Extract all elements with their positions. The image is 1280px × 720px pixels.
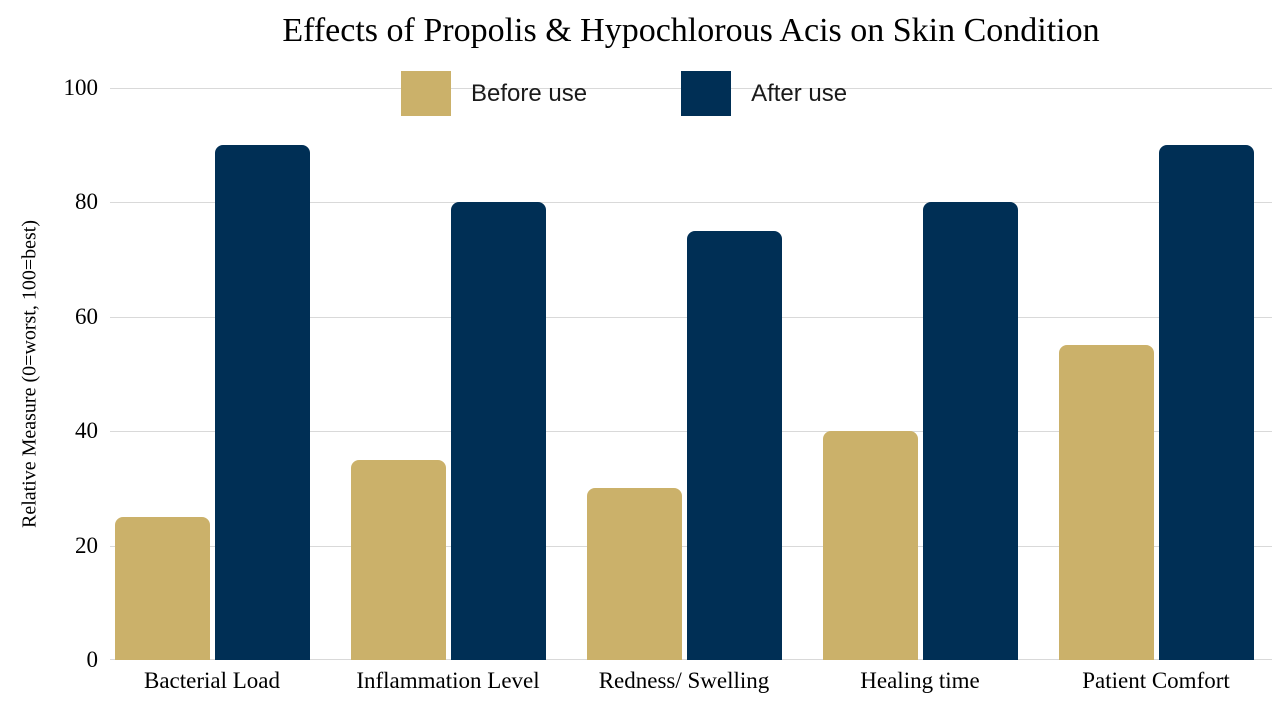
bar [586, 488, 682, 660]
legend-item: After use [681, 71, 847, 116]
legend-swatch [681, 71, 732, 116]
x-category-label: Patient Comfort [1082, 668, 1230, 693]
x-category-label: Inflammation Level [356, 668, 540, 693]
bar [450, 202, 546, 660]
bar [1058, 345, 1154, 660]
chart-title: Effects of Propolis & Hypochlorous Acis … [282, 12, 1100, 49]
x-category-label: Redness/ Swelling [598, 668, 770, 693]
plot-area [110, 88, 1272, 660]
gridline [110, 202, 1272, 204]
y-tick-label: 80 [75, 189, 98, 215]
bar [686, 231, 782, 660]
y-tick-label: 0 [86, 647, 99, 672]
bar [922, 202, 1018, 660]
bar [822, 431, 918, 660]
y-tick-label: 20 [75, 532, 98, 558]
legend: Before use After use [401, 71, 847, 116]
y-tick-label: 60 [75, 303, 98, 329]
y-axis-title: Relative Measure (0=worst, 100=best) [18, 219, 41, 529]
legend-swatch [401, 71, 451, 116]
bar [114, 517, 210, 660]
legend-item: Before use [401, 71, 587, 116]
bar [214, 145, 310, 660]
y-tick-label: 40 [75, 418, 98, 444]
bar [1158, 145, 1254, 660]
x-category-label: Bacterial Load [143, 668, 281, 693]
legend-label: After use [751, 79, 848, 107]
legend-label: Before use [471, 79, 588, 107]
x-category-label: Healing time [860, 668, 980, 693]
bar [350, 459, 446, 660]
y-tick-label: 100 [63, 75, 99, 100]
